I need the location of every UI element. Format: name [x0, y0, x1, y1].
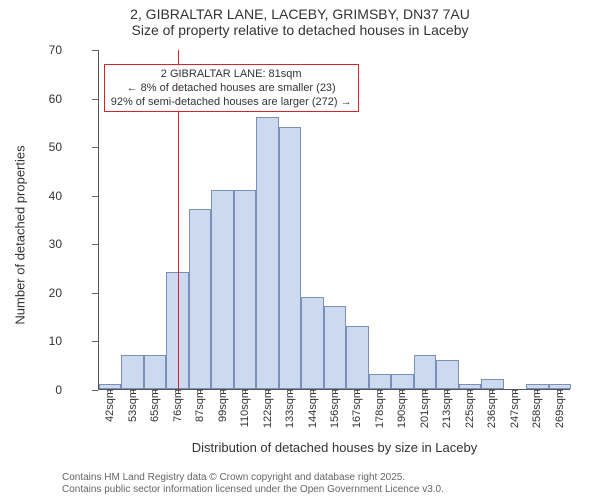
- x-tick-label: 258sqm: [531, 389, 543, 428]
- bar: [481, 379, 503, 389]
- x-tick-label: 133sqm: [284, 389, 296, 428]
- x-tick-label: 213sqm: [441, 389, 453, 428]
- x-tick-label: 76sqm: [172, 389, 184, 422]
- bar: [189, 209, 211, 389]
- x-tick-label: 87sqm: [194, 389, 206, 422]
- y-tick-label: 10: [32, 334, 62, 348]
- footer: Contains HM Land Registry data © Crown c…: [62, 472, 444, 496]
- bar: [346, 326, 368, 389]
- x-tick-label: 156sqm: [329, 389, 341, 428]
- y-tick-mark: [92, 390, 98, 391]
- bar: [369, 374, 391, 389]
- x-tick-label: 247sqm: [509, 389, 521, 428]
- x-axis-label: Distribution of detached houses by size …: [192, 440, 477, 455]
- footer-line2: Contains public sector information licen…: [62, 484, 444, 496]
- y-tick-label: 50: [32, 140, 62, 154]
- y-tick-label: 0: [32, 383, 62, 397]
- footer-line1: Contains HM Land Registry data © Crown c…: [62, 472, 444, 484]
- x-tick-label: 110sqm: [239, 389, 251, 427]
- annotation-box: 2 GIBRALTAR LANE: 81sqm← 8% of detached …: [104, 64, 359, 113]
- annotation-line: 2 GIBRALTAR LANE: 81sqm: [111, 67, 352, 81]
- bar: [211, 190, 233, 389]
- bar: [391, 374, 413, 389]
- y-tick-label: 30: [32, 237, 62, 251]
- x-tick-label: 269sqm: [554, 389, 566, 428]
- x-tick-label: 190sqm: [396, 389, 408, 428]
- bar: [414, 355, 436, 389]
- x-tick-label: 65sqm: [149, 389, 161, 422]
- y-tick-label: 70: [32, 43, 62, 57]
- x-tick-label: 144sqm: [307, 389, 319, 428]
- bar: [301, 297, 323, 389]
- annotation-line: 92% of semi-detached houses are larger (…: [111, 95, 352, 109]
- x-tick-label: 167sqm: [351, 389, 363, 428]
- chart: Number of detached properties 0102030405…: [70, 50, 570, 420]
- page-title-line1: 2, GIBRALTAR LANE, LACEBY, GRIMSBY, DN37…: [0, 6, 600, 22]
- x-tick-label: 42sqm: [104, 389, 116, 422]
- bar: [436, 360, 458, 389]
- x-tick-label: 53sqm: [127, 389, 139, 422]
- y-tick-label: 40: [32, 189, 62, 203]
- x-tick-label: 178sqm: [374, 389, 386, 428]
- y-axis-label: Number of detached properties: [13, 145, 28, 324]
- x-tick-label: 201sqm: [419, 389, 431, 428]
- x-tick-label: 122sqm: [262, 389, 274, 428]
- bar: [144, 355, 166, 389]
- x-tick-label: 225sqm: [464, 389, 476, 428]
- plot-area: Distribution of detached houses by size …: [98, 50, 570, 390]
- x-tick-label: 99sqm: [217, 389, 229, 422]
- bar: [256, 117, 278, 389]
- y-tick-label: 20: [32, 286, 62, 300]
- bar: [234, 190, 256, 389]
- bar: [279, 127, 301, 389]
- annotation-line: ← 8% of detached houses are smaller (23): [111, 81, 352, 95]
- page-title-line2: Size of property relative to detached ho…: [0, 22, 600, 38]
- y-tick-label: 60: [32, 92, 62, 106]
- x-tick-label: 236sqm: [486, 389, 498, 428]
- bar: [121, 355, 143, 389]
- bar: [324, 306, 346, 389]
